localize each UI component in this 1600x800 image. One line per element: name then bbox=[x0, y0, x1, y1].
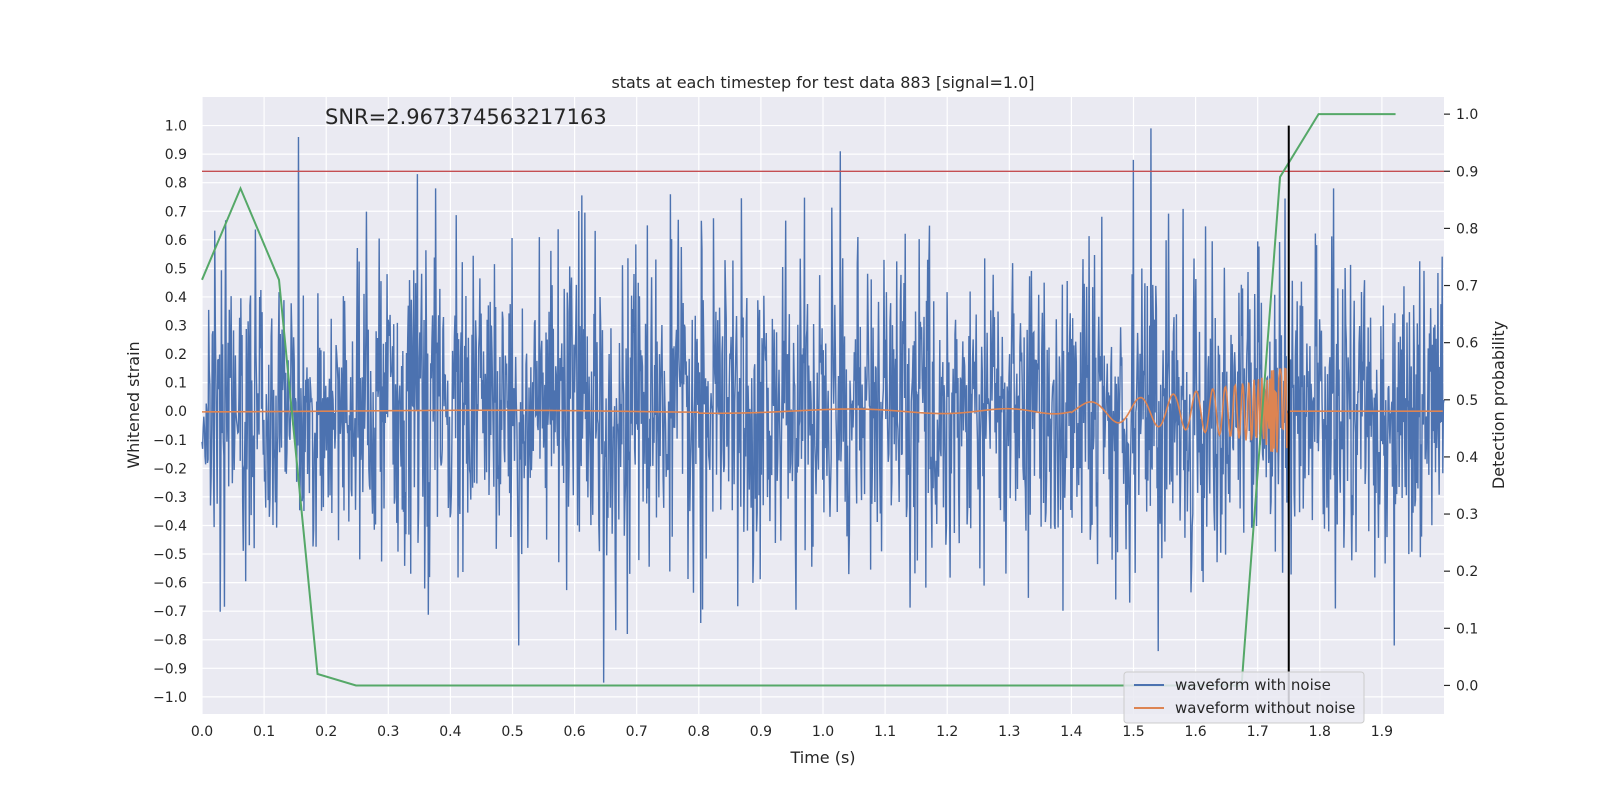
y-tick-label-left: −0.7 bbox=[153, 604, 187, 620]
y-tick-label-right: 0.2 bbox=[1456, 564, 1478, 580]
x-tick-label: 0.2 bbox=[315, 724, 337, 740]
x-tick-label: 1.1 bbox=[874, 724, 896, 740]
x-axis-label: Time (s) bbox=[789, 748, 855, 767]
y-tick-label-left: 0.5 bbox=[165, 261, 187, 277]
x-tick-label: 0.3 bbox=[377, 724, 399, 740]
x-tick-label: 0.8 bbox=[688, 724, 710, 740]
y-tick-label-left: 0.8 bbox=[165, 176, 187, 192]
y-tick-label-right: 0.7 bbox=[1456, 279, 1478, 295]
y-tick-label-left: 0.7 bbox=[165, 204, 187, 220]
x-tick-label: 0.6 bbox=[563, 724, 585, 740]
y-tick-label-right: 0.9 bbox=[1456, 164, 1478, 180]
y-tick-label-left: 0.2 bbox=[165, 347, 187, 363]
x-tick-label: 0.5 bbox=[501, 724, 523, 740]
x-tick-label: 0.1 bbox=[253, 724, 275, 740]
x-tick-label: 1.5 bbox=[1122, 724, 1144, 740]
y-tick-label-right: 1.0 bbox=[1456, 107, 1478, 123]
x-tick-label: 0.0 bbox=[191, 724, 213, 740]
y-tick-label-left: 0.4 bbox=[165, 290, 187, 306]
x-tick-label: 1.3 bbox=[998, 724, 1020, 740]
y-tick-label-right: 0.4 bbox=[1456, 450, 1478, 466]
y-axis-label-right: Detection probability bbox=[1489, 321, 1508, 489]
y-tick-label-right: 0.3 bbox=[1456, 507, 1478, 523]
legend-label-noise: waveform with noise bbox=[1175, 676, 1331, 694]
y-tick-label-right: 0.5 bbox=[1456, 393, 1478, 409]
x-tick-label: 1.8 bbox=[1309, 724, 1331, 740]
legend: waveform with noise waveform without noi… bbox=[1123, 671, 1365, 724]
y-tick-label-left: −0.6 bbox=[153, 576, 187, 592]
axes: 0.0 0.1 0.2 0.3 0.4 0.5 0.6 0.7 0.8 0.9 1.0 1.1 1.2 1… bbox=[153, 107, 1478, 740]
snr-annotation: SNR=2.967374563217163 bbox=[325, 105, 607, 129]
x-tick-label: 0.4 bbox=[439, 724, 461, 740]
y-tick-label-left: −0.3 bbox=[153, 490, 187, 506]
legend-label-clean: waveform without noise bbox=[1175, 699, 1355, 717]
y-tick-label-left: 0.9 bbox=[165, 147, 187, 163]
y-tick-label-left: 0.1 bbox=[165, 376, 187, 392]
y-tick-label-left: 0.3 bbox=[165, 319, 187, 335]
x-tick-label: 0.7 bbox=[626, 724, 648, 740]
y-tick-label-left: −0.4 bbox=[153, 518, 187, 534]
x-tick-label: 1.4 bbox=[1060, 724, 1082, 740]
x-tick-label: 1.0 bbox=[812, 724, 834, 740]
y-tick-label-left: 0.6 bbox=[165, 233, 187, 249]
x-tick-label: 1.2 bbox=[936, 724, 958, 740]
chart-title: stats at each timestep for test data 883… bbox=[611, 73, 1034, 92]
y-tick-label-right: 0.1 bbox=[1456, 621, 1478, 637]
y-tick-label-left: −0.9 bbox=[153, 661, 187, 677]
y-tick-label-left: −1.0 bbox=[153, 690, 187, 706]
x-tick-label: 1.7 bbox=[1247, 724, 1269, 740]
legend-box bbox=[1123, 671, 1365, 724]
series-waveform-without-noise bbox=[201, 367, 1443, 453]
y-tick-label-right: 0.0 bbox=[1456, 678, 1478, 694]
y-axis-label-left: Whitened strain bbox=[124, 341, 143, 468]
x-tick-label: 1.9 bbox=[1371, 724, 1393, 740]
y-tick-label-left: 0.0 bbox=[165, 404, 187, 420]
y-tick-label-right: 0.6 bbox=[1456, 336, 1478, 352]
y-tick-label-left: 1.0 bbox=[165, 119, 187, 135]
y-tick-label-right: 0.8 bbox=[1456, 221, 1478, 237]
x-tick-label: 1.6 bbox=[1184, 724, 1206, 740]
y-tick-label-left: −0.8 bbox=[153, 633, 187, 649]
y-tick-label-left: −0.1 bbox=[153, 433, 187, 449]
y-tick-label-left: −0.5 bbox=[153, 547, 187, 563]
y-tick-label-left: −0.2 bbox=[153, 461, 187, 477]
x-tick-label: 0.9 bbox=[750, 724, 772, 740]
